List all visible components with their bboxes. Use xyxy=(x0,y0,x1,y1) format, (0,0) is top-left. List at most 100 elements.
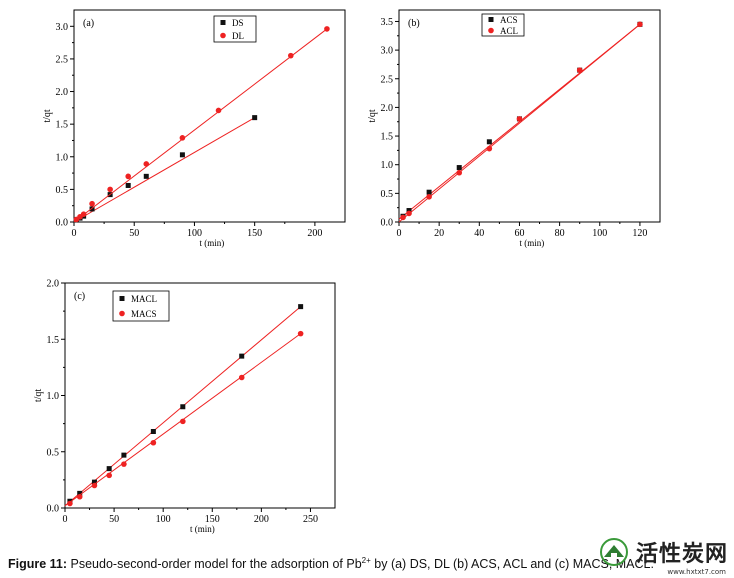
legend: MACL MACS xyxy=(112,290,170,322)
x-tick-label: 50 xyxy=(129,228,139,239)
data-point xyxy=(143,161,150,167)
legend: DS DL xyxy=(213,15,257,43)
legend-label: DL xyxy=(232,31,244,41)
data-point xyxy=(91,482,98,489)
panel-label: (b) xyxy=(408,18,420,29)
legend-label: MACL xyxy=(131,294,157,304)
legend-marker xyxy=(488,27,494,34)
x-axis-title: t (min) xyxy=(190,524,215,534)
data-point xyxy=(456,169,463,176)
caption-superscript: 2+ xyxy=(361,556,371,565)
x-tick-label: 0 xyxy=(72,228,77,239)
y-tick-label: 0.5 xyxy=(381,189,394,200)
panel-label: (c) xyxy=(74,291,85,302)
x-tick-label: 150 xyxy=(247,228,262,239)
legend-label: ACL xyxy=(500,26,518,36)
y-axis-title: t/qt xyxy=(367,109,378,123)
y-tick-label: 1.5 xyxy=(381,132,394,143)
data-point xyxy=(215,107,222,114)
series-MACL xyxy=(64,304,304,507)
data-point xyxy=(426,193,432,200)
y-tick-label: 2.0 xyxy=(47,279,60,290)
watermark-logo-icon xyxy=(599,538,628,566)
y-tick-label: 0.5 xyxy=(47,447,60,458)
y-tick-label: 1.0 xyxy=(47,391,60,402)
legend-label: ACS xyxy=(500,15,518,25)
data-point xyxy=(324,26,330,32)
data-point xyxy=(179,152,185,158)
plot-frame xyxy=(64,282,336,509)
data-point xyxy=(297,330,304,337)
data-point xyxy=(637,21,643,28)
y-tick-label: 3.5 xyxy=(381,17,394,28)
plot-frame xyxy=(398,9,661,223)
y-tick-label: 0.5 xyxy=(56,185,69,196)
y-tick-label: 0.0 xyxy=(56,218,69,229)
y-tick-label: 1.0 xyxy=(56,152,69,163)
x-tick-label: 100 xyxy=(156,514,171,525)
data-point xyxy=(91,479,97,485)
data-point xyxy=(426,189,432,195)
y-tick-label: 2.5 xyxy=(381,74,394,85)
x-tick-label: 250 xyxy=(303,514,318,525)
data-point xyxy=(576,67,583,73)
data-point xyxy=(288,52,294,59)
data-point xyxy=(150,439,157,446)
series-ACL xyxy=(398,21,643,223)
y-tick-label: 0.0 xyxy=(381,218,394,229)
series-DS xyxy=(73,115,258,223)
legend-label: DS xyxy=(232,18,244,28)
watermark-text: 活性炭网 xyxy=(635,542,728,567)
x-tick-label: 100 xyxy=(592,228,607,239)
data-point xyxy=(150,429,156,434)
y-tick-label: 1.5 xyxy=(47,335,60,346)
x-axis-title: t (min) xyxy=(520,238,545,248)
data-point xyxy=(125,182,131,188)
x-tick-label: 50 xyxy=(109,514,119,525)
data-point xyxy=(121,452,127,458)
data-point xyxy=(252,115,258,121)
data-point xyxy=(89,200,95,207)
x-tick-label: 150 xyxy=(205,514,220,525)
data-point xyxy=(406,210,412,217)
legend-marker xyxy=(488,17,494,22)
y-tick-label: 2.0 xyxy=(381,103,394,114)
x-tick-label: 80 xyxy=(555,228,565,239)
data-point xyxy=(106,472,112,479)
data-point xyxy=(456,165,462,171)
data-point xyxy=(180,418,186,425)
data-point xyxy=(400,214,406,221)
data-point xyxy=(516,116,523,122)
caption-text-end: by (a) DS, DL (b) ACS, ACL and (c) MACS,… xyxy=(370,557,654,572)
data-point xyxy=(76,493,83,500)
data-point xyxy=(298,304,304,310)
fit-line xyxy=(73,117,255,223)
x-tick-label: 60 xyxy=(514,228,524,239)
data-point xyxy=(89,206,95,212)
chart-panel-1: 0 50 100 150 200 0.0 0.5 1.0 1.5 2.0 2.5 3.0 t (min)… xyxy=(42,9,346,248)
y-tick-label: 1.0 xyxy=(381,160,394,171)
chart-panel-3: 0 50 100 150 200 250 0.0 0.5 1.0 1.5 2.0 t (min) t/q… xyxy=(33,279,336,534)
x-tick-label: 0 xyxy=(63,514,68,525)
data-point xyxy=(406,208,412,214)
plot-frame xyxy=(73,9,346,223)
series-DL xyxy=(73,26,330,223)
chart-panel-2: 0 20 40 60 80 100 120 0.0 0.5 1.0 1.5 2.0 2.5 3.0 3.5 t… xyxy=(367,9,661,248)
legend-marker xyxy=(220,20,226,25)
fit-line xyxy=(73,28,328,223)
y-axis-title: t/qt xyxy=(33,389,44,403)
data-point xyxy=(143,173,149,179)
y-tick-label: 3.0 xyxy=(56,22,69,33)
data-point xyxy=(180,404,186,410)
data-point xyxy=(125,173,131,180)
legend-marker xyxy=(220,32,226,39)
data-point xyxy=(77,490,83,496)
panel-label: (a) xyxy=(83,18,94,29)
data-point xyxy=(179,135,186,141)
legend-marker xyxy=(119,296,125,301)
caption-text: Pseudo-second-order model for the adsorp… xyxy=(67,557,362,572)
y-tick-label: 3.0 xyxy=(381,46,394,57)
y-tick-label: 1.5 xyxy=(56,120,69,131)
data-point xyxy=(121,461,127,467)
